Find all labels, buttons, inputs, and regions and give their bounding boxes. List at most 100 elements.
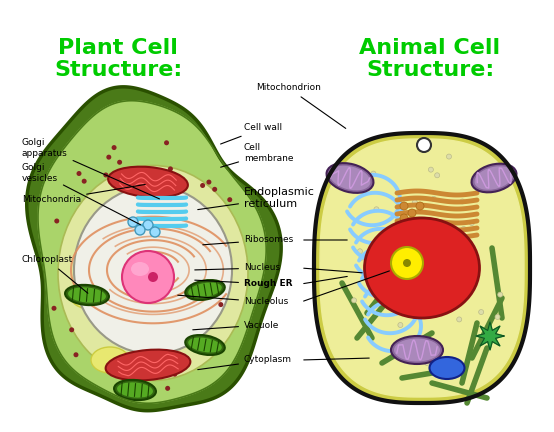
Circle shape [435, 173, 440, 178]
Text: Nucleus: Nucleus [195, 264, 280, 273]
Ellipse shape [68, 287, 106, 303]
Ellipse shape [188, 337, 222, 353]
Circle shape [469, 220, 474, 226]
Circle shape [200, 183, 205, 188]
Ellipse shape [122, 251, 174, 303]
Ellipse shape [131, 262, 149, 276]
Ellipse shape [185, 280, 225, 300]
Polygon shape [320, 139, 524, 397]
Circle shape [227, 197, 232, 202]
Circle shape [172, 372, 177, 377]
Ellipse shape [188, 283, 222, 298]
Text: Animal Cell
Structure:: Animal Cell Structure: [360, 38, 501, 79]
Polygon shape [476, 322, 504, 350]
Ellipse shape [91, 347, 129, 373]
Circle shape [128, 217, 138, 227]
Circle shape [447, 154, 452, 159]
Ellipse shape [108, 167, 188, 197]
Circle shape [148, 272, 158, 282]
Ellipse shape [65, 285, 109, 305]
Circle shape [461, 226, 466, 232]
Circle shape [104, 172, 109, 178]
Circle shape [69, 327, 74, 332]
Text: Chloroplast: Chloroplast [22, 255, 88, 293]
Text: Ribosomes: Ribosomes [203, 235, 293, 245]
Ellipse shape [114, 380, 156, 400]
Circle shape [357, 249, 362, 254]
Ellipse shape [326, 163, 373, 193]
Circle shape [359, 255, 364, 260]
Circle shape [76, 171, 81, 176]
Circle shape [391, 247, 423, 279]
Text: Plant Cell
Structure:: Plant Cell Structure: [54, 38, 182, 79]
Ellipse shape [74, 186, 232, 354]
Ellipse shape [70, 281, 110, 309]
Ellipse shape [429, 357, 464, 379]
Text: Cell wall: Cell wall [220, 124, 282, 144]
Circle shape [428, 167, 433, 172]
Circle shape [111, 145, 116, 150]
Ellipse shape [391, 336, 443, 364]
Circle shape [431, 197, 437, 201]
Circle shape [120, 394, 125, 399]
Circle shape [497, 292, 502, 297]
Circle shape [412, 200, 417, 205]
Text: Nucleolus: Nucleolus [178, 295, 288, 306]
Circle shape [460, 199, 465, 204]
Polygon shape [38, 101, 266, 403]
Circle shape [165, 386, 170, 391]
Circle shape [400, 214, 408, 222]
Circle shape [416, 202, 424, 210]
Circle shape [425, 361, 430, 365]
Circle shape [167, 175, 172, 180]
Polygon shape [27, 87, 281, 411]
Circle shape [417, 138, 431, 152]
Circle shape [352, 298, 357, 303]
Circle shape [403, 259, 411, 267]
Circle shape [371, 171, 376, 176]
Circle shape [52, 306, 57, 311]
Circle shape [398, 323, 403, 327]
Text: Mitochondria: Mitochondria [22, 184, 145, 204]
Ellipse shape [117, 382, 153, 397]
Circle shape [143, 220, 153, 230]
Circle shape [106, 155, 111, 160]
Text: Cytoplasm: Cytoplasm [198, 356, 292, 370]
Text: Cell
membrane: Cell membrane [220, 143, 294, 167]
Text: Rough ER: Rough ER [195, 280, 293, 289]
Circle shape [54, 219, 59, 223]
Ellipse shape [58, 165, 248, 381]
Ellipse shape [185, 335, 225, 355]
Ellipse shape [106, 349, 191, 381]
Circle shape [135, 225, 145, 235]
Circle shape [164, 140, 169, 145]
Text: Endoplasmic
reticulum: Endoplasmic reticulum [198, 187, 315, 210]
Circle shape [417, 356, 422, 361]
Circle shape [207, 180, 212, 184]
Ellipse shape [394, 339, 440, 362]
Polygon shape [314, 133, 530, 403]
Text: Mitochondrion: Mitochondrion [256, 83, 346, 128]
Text: Golgi
apparatus: Golgi apparatus [22, 138, 160, 199]
Circle shape [117, 160, 122, 165]
Ellipse shape [330, 165, 371, 191]
Circle shape [408, 209, 416, 217]
Text: Vacuole: Vacuole [193, 321, 279, 330]
Ellipse shape [471, 164, 516, 192]
Circle shape [150, 227, 160, 237]
Ellipse shape [474, 166, 514, 190]
Circle shape [81, 179, 86, 184]
Circle shape [155, 179, 160, 184]
Circle shape [374, 207, 379, 212]
Circle shape [400, 202, 408, 210]
Circle shape [495, 314, 500, 319]
Ellipse shape [365, 218, 480, 318]
Ellipse shape [167, 298, 203, 323]
Circle shape [456, 317, 461, 322]
Text: Golgi
vesicles: Golgi vesicles [22, 163, 141, 225]
Circle shape [410, 220, 418, 228]
Circle shape [168, 166, 173, 172]
Circle shape [212, 187, 217, 192]
Circle shape [218, 302, 223, 307]
Circle shape [74, 352, 79, 357]
